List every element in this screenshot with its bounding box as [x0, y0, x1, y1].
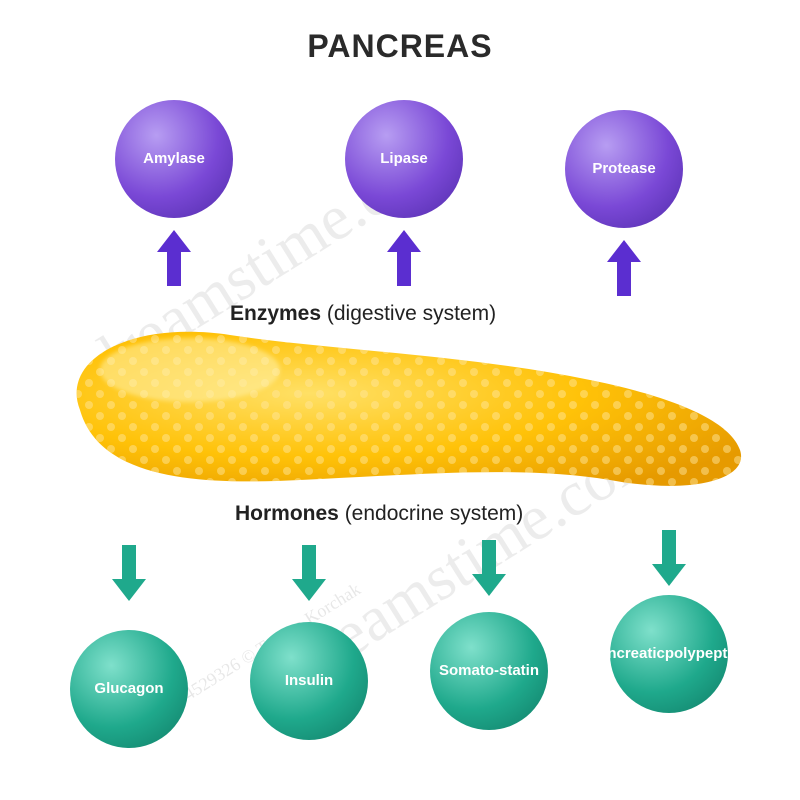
arrow-up-icon — [157, 230, 191, 286]
diagram-stage: { "canvas": { "width": 800, "height": 80… — [0, 0, 800, 800]
arrow-down-icon — [472, 540, 506, 596]
arrow-down-icon — [652, 530, 686, 586]
enzyme-circle: Lipase — [345, 100, 463, 218]
arrow-up-icon — [387, 230, 421, 286]
pancreas-illustration — [50, 300, 750, 520]
arrow-down-icon — [112, 545, 146, 601]
enzymes-label: Enzymes (digestive system) — [230, 302, 496, 326]
hormone-circle: Glucagon — [70, 630, 188, 748]
enzyme-circle: Protease — [565, 110, 683, 228]
hormones-label: Hormones (endocrine system) — [235, 502, 523, 526]
arrow-down-icon — [292, 545, 326, 601]
hormone-circle: Pancreaticpolypeptide — [610, 595, 728, 713]
diagram-title: PANCREAS — [0, 28, 800, 65]
arrow-up-icon — [607, 240, 641, 296]
hormone-circle: Insulin — [250, 622, 368, 740]
enzyme-circle: Amylase — [115, 100, 233, 218]
hormone-circle: Somato-statin — [430, 612, 548, 730]
